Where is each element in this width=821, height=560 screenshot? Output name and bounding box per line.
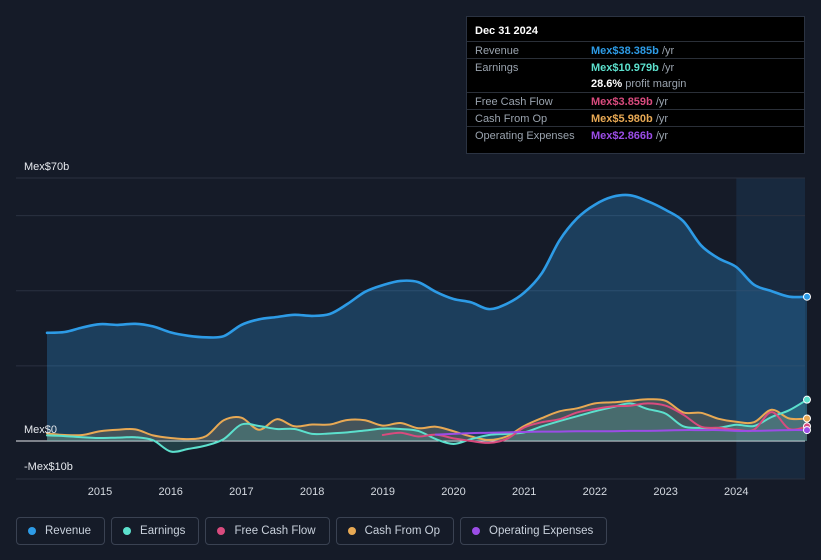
legend-dot-icon [347,527,356,535]
cash-from-op-line [46,398,808,441]
operating-expenses-end-marker [803,426,811,435]
tooltip-value: Mex$10.979b /yr [591,62,675,74]
tooltip-label: Free Cash Flow [475,96,553,108]
legend-label: Cash From Op [364,525,441,537]
tooltip-label: Cash From Op [475,113,548,125]
operating-expenses-line [434,429,808,436]
legend-dot-icon [28,527,36,535]
tooltip-label: Operating Expenses [475,130,575,142]
tooltip-label: Revenue [475,45,520,57]
tooltip-row-free-cash-flow: Free Cash Flow Mex$3.859b /yr [467,92,804,110]
earnings-area [47,399,807,452]
x-tick-label: 2017 [229,486,253,498]
tooltip-value: Mex$5.980b /yr [591,113,669,125]
tooltip-row-revenue: Revenue Mex$38.385b /yr [467,41,804,59]
legend-label: Free Cash Flow [234,525,316,537]
legend-label: Revenue [45,525,92,537]
series-endpoints [803,292,811,435]
legend-item-free-cash-flow[interactable]: Free Cash Flow [205,517,330,545]
legend-item-cash-from-op[interactable]: Cash From Op [335,517,455,545]
free-cash-flow-line [381,402,808,444]
tooltip-value: 28.6% profit margin [591,78,687,90]
tooltip-value: Mex$3.859b /yr [591,96,669,108]
legend-label: Operating Expenses [489,525,594,537]
cash-from-op-end-marker [803,414,811,423]
revenue-line [45,193,809,339]
x-tick-label: 2019 [371,486,395,498]
tooltip-label: Earnings [475,62,519,74]
tooltip-row-cash-from-op: Cash From Op Mex$5.980b /yr [467,109,804,127]
x-tick-label: 2024 [724,486,748,498]
legend-item-revenue[interactable]: Revenue [16,517,106,545]
tooltip-panel: Dec 31 2024 Revenue Mex$38.385b /yr Earn… [466,16,805,154]
x-tick-label: 2022 [583,486,607,498]
legend-dot-icon [123,527,132,535]
tooltip-row-earnings: Earnings Mex$10.979b /yr [467,58,804,76]
x-tick-label: 2021 [512,486,536,498]
legend-label: Earnings [140,525,186,537]
chart-legend: Revenue Earnings Free Cash Flow Cash Fro… [16,517,608,545]
x-tick-label: 2020 [441,486,465,498]
x-tick-label: 2018 [300,486,324,498]
revenue-end-marker [803,292,811,301]
y-tick-label-zero: Mex$0 [24,424,57,436]
series-lines [45,193,809,453]
y-tick-label-top: Mex$70b [24,161,69,173]
x-tick-label: 2016 [158,486,182,498]
x-tick-label: 2015 [88,486,112,498]
tooltip-row-profit-margin: 28.6% profit margin [467,75,804,92]
gridlines [16,177,805,480]
tooltip-value: Mex$38.385b /yr [591,45,675,57]
y-tick-label-bottom: -Mex$10b [24,461,73,473]
tooltip-date: Dec 31 2024 [475,25,538,37]
tooltip-value: Mex$2.866b /yr [591,130,669,142]
earnings-end-marker [803,395,811,404]
legend-dot-icon [217,527,226,535]
legend-dot-icon [472,527,481,535]
x-tick-label: 2023 [653,486,677,498]
legend-item-operating-expenses[interactable]: Operating Expenses [460,517,608,545]
tooltip-row-operating-expenses: Operating Expenses Mex$2.866b /yr [467,126,804,144]
legend-item-earnings[interactable]: Earnings [111,517,200,545]
x-axis: 2015 2016 2017 2018 2019 2020 2021 2022 2023 2024 [88,486,749,498]
revenue-area [47,194,807,441]
